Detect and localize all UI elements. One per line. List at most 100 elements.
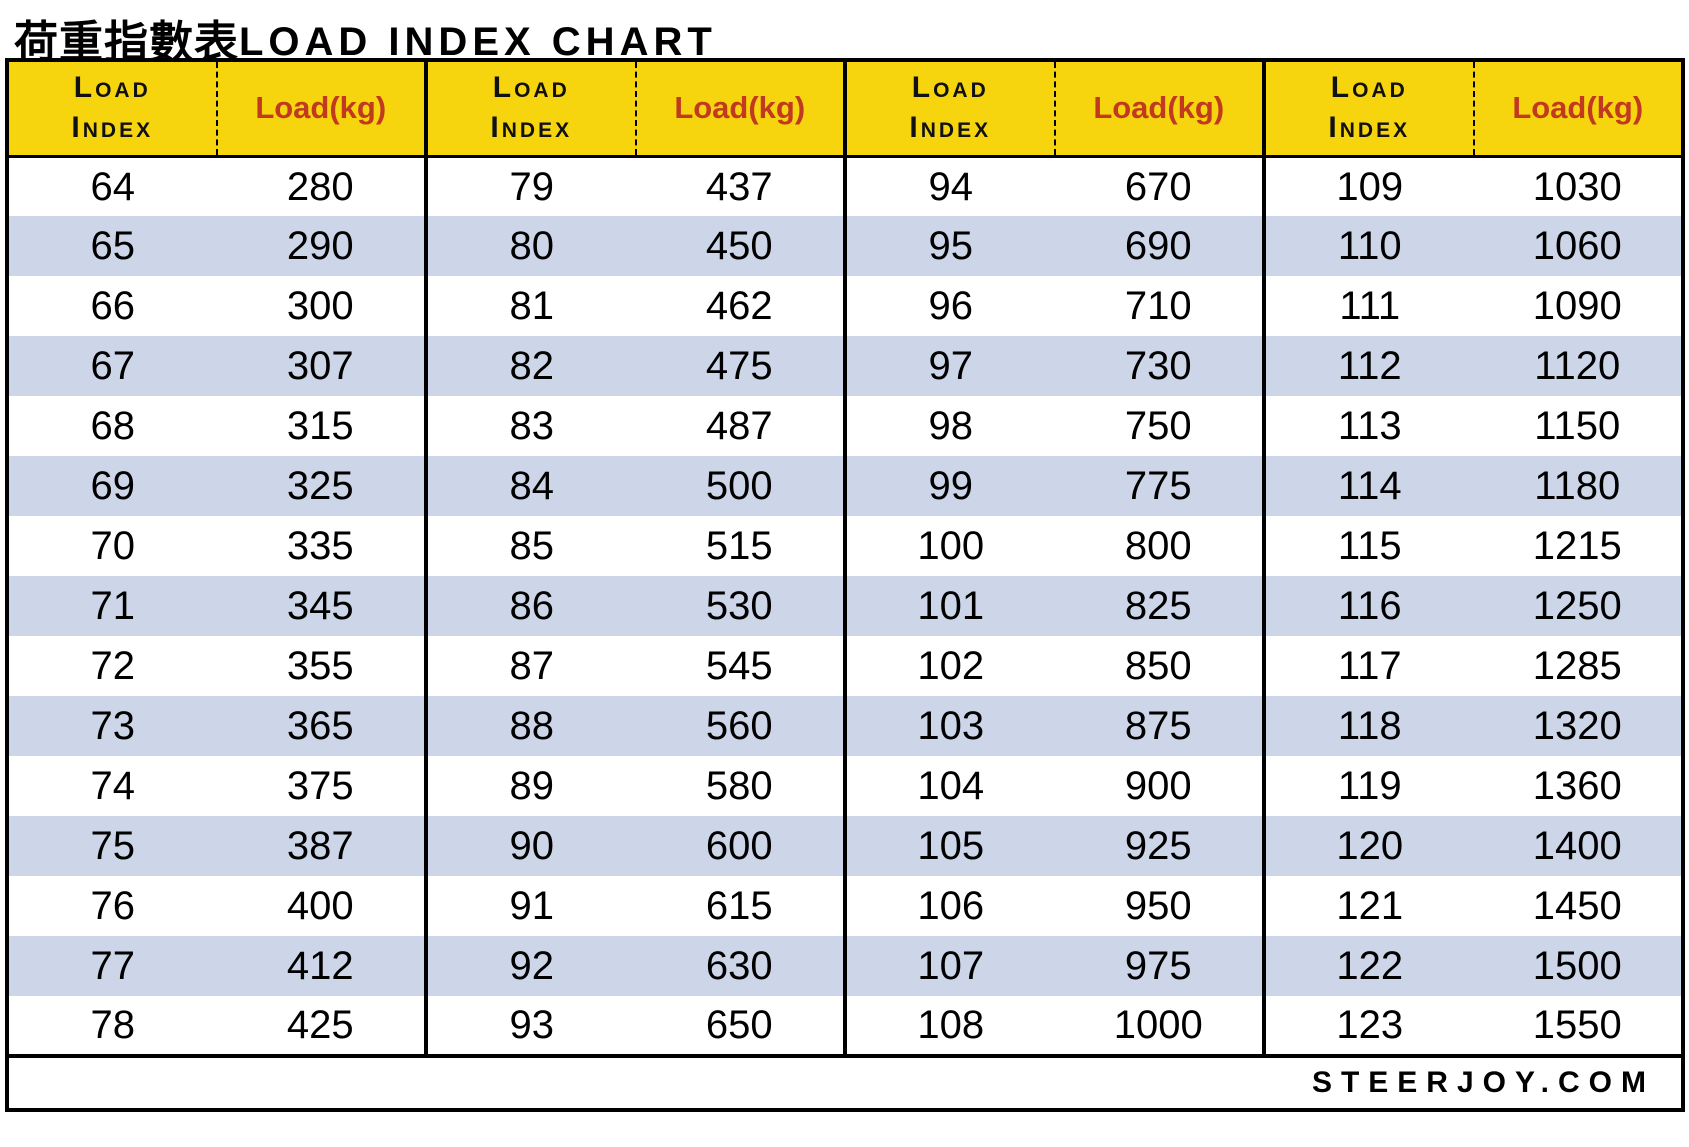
load-index-cell: 83 bbox=[424, 396, 636, 456]
table-row: 76 400 91 615 106 950 121 1450 bbox=[7, 876, 1683, 936]
load-kg-cell: 1180 bbox=[1473, 456, 1683, 516]
load-index-cell: 108 bbox=[843, 996, 1055, 1056]
table-row: 64 280 79 437 94 670 109 1030 bbox=[7, 156, 1683, 216]
load-index-cell: 112 bbox=[1262, 336, 1474, 396]
load-kg-cell: 1450 bbox=[1473, 876, 1683, 936]
load-kg-cell: 412 bbox=[216, 936, 426, 996]
load-index-cell: 66 bbox=[7, 276, 217, 336]
load-index-cell: 109 bbox=[1262, 156, 1474, 216]
header-load-index: Load Index bbox=[7, 60, 217, 158]
load-kg-cell: 825 bbox=[1054, 576, 1264, 636]
load-kg-cell: 475 bbox=[635, 336, 845, 396]
load-kg-cell: 900 bbox=[1054, 756, 1264, 816]
table-body: 64 280 79 437 94 670 109 1030 65 290 80 450 95 690 110… bbox=[7, 156, 1683, 1056]
load-kg-cell: 290 bbox=[216, 216, 426, 276]
header-load-kg: Load(kg) bbox=[1053, 60, 1264, 158]
load-index-cell: 79 bbox=[424, 156, 636, 216]
load-kg-cell: 450 bbox=[635, 216, 845, 276]
load-kg-cell: 1285 bbox=[1473, 636, 1683, 696]
load-index-cell: 69 bbox=[7, 456, 217, 516]
load-index-cell: 118 bbox=[1262, 696, 1474, 756]
table-row: 71 345 86 530 101 825 116 1250 bbox=[7, 576, 1683, 636]
load-index-cell: 110 bbox=[1262, 216, 1474, 276]
load-kg-cell: 800 bbox=[1054, 516, 1264, 576]
load-kg-cell: 307 bbox=[216, 336, 426, 396]
load-kg-cell: 375 bbox=[216, 756, 426, 816]
load-kg-cell: 1360 bbox=[1473, 756, 1683, 816]
header-load-kg: Load(kg) bbox=[1472, 60, 1683, 158]
load-index-cell: 74 bbox=[7, 756, 217, 816]
load-kg-cell: 690 bbox=[1054, 216, 1264, 276]
load-kg-cell: 1120 bbox=[1473, 336, 1683, 396]
table-row: 68 315 83 487 98 750 113 1150 bbox=[7, 396, 1683, 456]
load-index-cell: 103 bbox=[843, 696, 1055, 756]
load-kg-cell: 1090 bbox=[1473, 276, 1683, 336]
load-index-cell: 64 bbox=[7, 156, 217, 216]
load-index-cell: 87 bbox=[424, 636, 636, 696]
load-index-cell: 98 bbox=[843, 396, 1055, 456]
load-index-cell: 85 bbox=[424, 516, 636, 576]
load-index-cell: 71 bbox=[7, 576, 217, 636]
load-index-cell: 113 bbox=[1262, 396, 1474, 456]
page-title: 荷重指數表LOAD INDEX CHART bbox=[14, 6, 1689, 67]
load-kg-cell: 437 bbox=[635, 156, 845, 216]
load-kg-cell: 580 bbox=[635, 756, 845, 816]
load-kg-cell: 615 bbox=[635, 876, 845, 936]
load-kg-cell: 875 bbox=[1054, 696, 1264, 756]
load-index-cell: 119 bbox=[1262, 756, 1474, 816]
load-kg-cell: 750 bbox=[1054, 396, 1264, 456]
load-kg-cell: 335 bbox=[216, 516, 426, 576]
load-kg-cell: 630 bbox=[635, 936, 845, 996]
load-index-cell: 86 bbox=[424, 576, 636, 636]
load-kg-cell: 355 bbox=[216, 636, 426, 696]
load-kg-cell: 710 bbox=[1054, 276, 1264, 336]
header-load-index: Load Index bbox=[1262, 60, 1474, 158]
load-kg-cell: 1000 bbox=[1054, 996, 1264, 1056]
load-kg-cell: 500 bbox=[635, 456, 845, 516]
table-row: 77 412 92 630 107 975 122 1500 bbox=[7, 936, 1683, 996]
load-kg-cell: 1215 bbox=[1473, 516, 1683, 576]
load-index-cell: 115 bbox=[1262, 516, 1474, 576]
load-kg-cell: 365 bbox=[216, 696, 426, 756]
load-index-cell: 101 bbox=[843, 576, 1055, 636]
load-index-cell: 114 bbox=[1262, 456, 1474, 516]
load-kg-cell: 600 bbox=[635, 816, 845, 876]
load-kg-cell: 1550 bbox=[1473, 996, 1683, 1056]
load-kg-cell: 487 bbox=[635, 396, 845, 456]
load-index-cell: 121 bbox=[1262, 876, 1474, 936]
load-index-cell: 92 bbox=[424, 936, 636, 996]
load-index-cell: 91 bbox=[424, 876, 636, 936]
footer-cell: STEERJOY.COM bbox=[7, 1054, 1683, 1110]
load-kg-cell: 1030 bbox=[1473, 156, 1683, 216]
load-kg-cell: 775 bbox=[1054, 456, 1264, 516]
header-load-index: Load Index bbox=[424, 60, 636, 158]
table-header: Load Index Load(kg) Load Index Load(kg) … bbox=[7, 60, 1683, 158]
load-index-cell: 99 bbox=[843, 456, 1055, 516]
load-index-cell: 97 bbox=[843, 336, 1055, 396]
load-kg-cell: 462 bbox=[635, 276, 845, 336]
load-index-cell: 117 bbox=[1262, 636, 1474, 696]
load-index-cell: 123 bbox=[1262, 996, 1474, 1056]
header-load-index: Load Index bbox=[843, 60, 1055, 158]
load-kg-cell: 300 bbox=[216, 276, 426, 336]
load-index-cell: 102 bbox=[843, 636, 1055, 696]
load-kg-cell: 530 bbox=[635, 576, 845, 636]
load-kg-cell: 325 bbox=[216, 456, 426, 516]
load-index-cell: 122 bbox=[1262, 936, 1474, 996]
load-index-cell: 107 bbox=[843, 936, 1055, 996]
load-kg-cell: 975 bbox=[1054, 936, 1264, 996]
table-row: 70 335 85 515 100 800 115 1215 bbox=[7, 516, 1683, 576]
table-row: 67 307 82 475 97 730 112 1120 bbox=[7, 336, 1683, 396]
load-kg-cell: 1400 bbox=[1473, 816, 1683, 876]
load-index-cell: 76 bbox=[7, 876, 217, 936]
load-kg-cell: 387 bbox=[216, 816, 426, 876]
table-row: 73 365 88 560 103 875 118 1320 bbox=[7, 696, 1683, 756]
load-kg-cell: 730 bbox=[1054, 336, 1264, 396]
table-row: 75 387 90 600 105 925 120 1400 bbox=[7, 816, 1683, 876]
load-kg-cell: 560 bbox=[635, 696, 845, 756]
footer-row: STEERJOY.COM bbox=[7, 1054, 1683, 1110]
load-kg-cell: 1150 bbox=[1473, 396, 1683, 456]
load-kg-cell: 515 bbox=[635, 516, 845, 576]
load-kg-cell: 1500 bbox=[1473, 936, 1683, 996]
load-kg-cell: 1060 bbox=[1473, 216, 1683, 276]
